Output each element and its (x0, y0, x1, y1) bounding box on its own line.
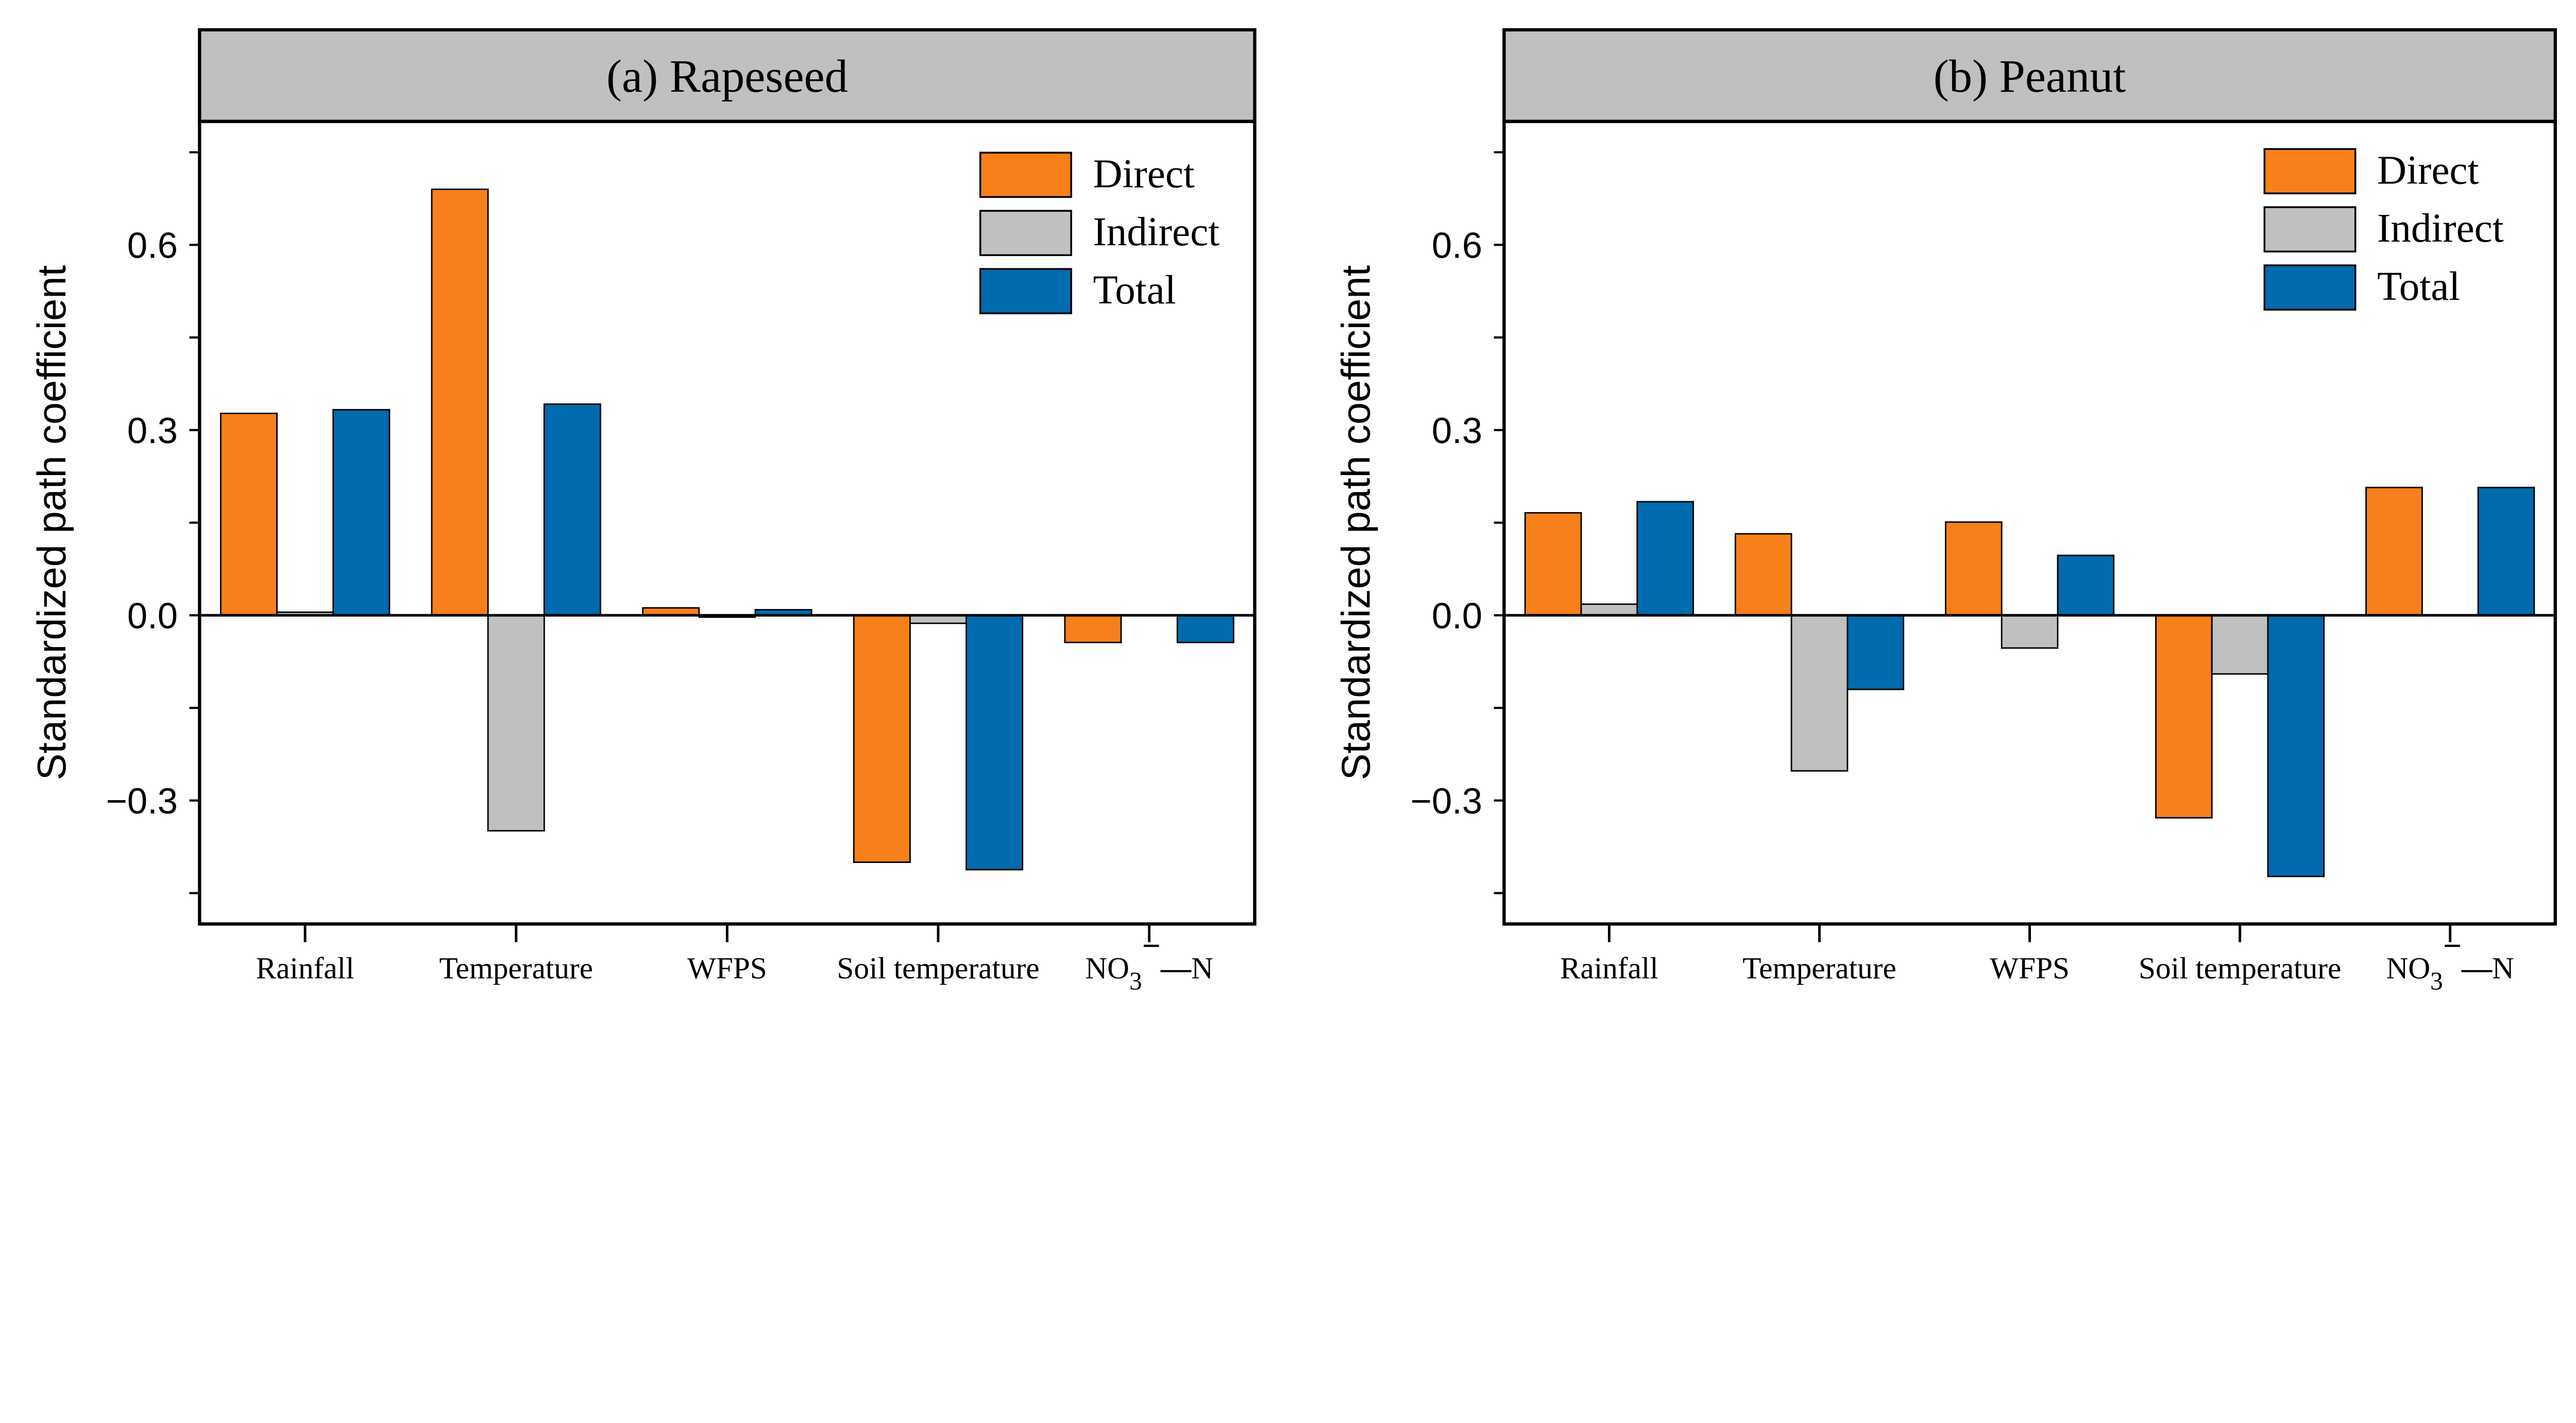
y-tick-label: −0.3 (1411, 781, 1482, 821)
y-tick-label: 0.6 (1432, 225, 1482, 266)
x-tick-label: NO3−—N (2386, 927, 2514, 995)
legend-swatch-direct (2263, 148, 2357, 195)
legend-swatch-direct (979, 151, 1072, 198)
bar-total-2 (2057, 554, 2115, 616)
bar-direct-2 (1945, 521, 2003, 616)
legend-swatch-indirect (979, 210, 1072, 257)
bar-direct-0 (1524, 512, 1582, 616)
x-tick-label: Rainfall (256, 951, 354, 985)
label-part: NO (1085, 951, 1129, 985)
y-tick-label: 0.0 (1432, 596, 1482, 636)
x-tick-label: WFPS (1990, 951, 2070, 985)
y-tick-label: 0.3 (1432, 410, 1482, 451)
chart-panel-a: (a) Rapeseed −0.3 0.0 0.3 0.6 Standardized pa… (30, 28, 1257, 995)
label-superscript: − (2443, 927, 2462, 964)
legend-label-direct: Direct (2377, 148, 2479, 193)
bar-total-4 (2477, 486, 2535, 616)
legend-label-direct: Direct (1093, 151, 1194, 196)
legend-label-total: Total (1093, 268, 1176, 313)
y-axis-label: Standardized path coefficient (30, 265, 74, 780)
bar-direct-1 (1734, 533, 1792, 616)
bar-total-1 (1846, 614, 1905, 690)
legend-swatch-indirect (2263, 206, 2357, 252)
bar-total-3 (2267, 614, 2325, 877)
chart-panel-b: (b) Peanut −0.3 0.0 0.3 0.6 Standardized path… (1334, 28, 2557, 995)
bar-indirect-3 (2211, 614, 2269, 675)
bar-direct-0 (219, 413, 278, 616)
bar-direct-3 (853, 614, 911, 863)
legend-label-indirect: Indirect (1093, 210, 1219, 255)
bar-direct-4 (2365, 486, 2423, 616)
y-tick-label: −0.3 (106, 781, 178, 821)
y-axis-label: Standardized path coefficient (1334, 265, 1378, 780)
x-tick-label: Rainfall (1560, 951, 1658, 985)
legend-label-indirect: Indirect (2377, 206, 2504, 251)
y-tick-label: 0.0 (127, 596, 178, 636)
x-tick-label: WFPS (687, 951, 767, 985)
bar-total-0 (1636, 501, 1694, 616)
bar-total-3 (965, 614, 1024, 871)
bar-direct-3 (2155, 614, 2213, 819)
y-tick-label: 0.3 (127, 410, 178, 451)
bar-direct-1 (431, 189, 489, 616)
bar-indirect-2 (2001, 614, 2059, 649)
legend-swatch-total (979, 268, 1072, 314)
label-dash: — (1160, 951, 1192, 985)
label-part: N (1191, 951, 1213, 985)
x-tick-label: NO3−—N (1085, 927, 1213, 995)
legend-label-total: Total (2377, 264, 2460, 309)
panel-title: (a) Rapeseed (606, 50, 848, 102)
label-dash: — (2461, 951, 2493, 985)
x-tick-label: Soil temperature (2139, 951, 2341, 985)
label-subscript: 3 (1129, 967, 1142, 995)
label-subscript: 3 (2430, 967, 2443, 995)
bar-total-1 (543, 403, 601, 616)
bar-direct-4 (1064, 614, 1122, 643)
panel-title: (b) Peanut (1934, 50, 2126, 102)
label-superscript: − (1142, 927, 1161, 964)
panel-header (1502, 28, 2557, 123)
legend-swatch-total (2263, 264, 2357, 311)
bar-indirect-1 (1790, 614, 1849, 772)
label-part: N (2492, 951, 2514, 985)
bar-total-0 (332, 409, 391, 616)
panel-header (198, 28, 1257, 123)
x-tick-label: Soil temperature (837, 951, 1039, 985)
y-tick-label: 0.6 (127, 225, 178, 266)
x-tick-label: Temperature (439, 951, 593, 985)
bar-indirect-1 (487, 614, 545, 832)
bar-indirect-0 (1580, 603, 1638, 616)
bar-total-4 (1176, 614, 1234, 643)
label-part: NO (2386, 951, 2430, 985)
x-tick-label: Temperature (1742, 951, 1896, 985)
